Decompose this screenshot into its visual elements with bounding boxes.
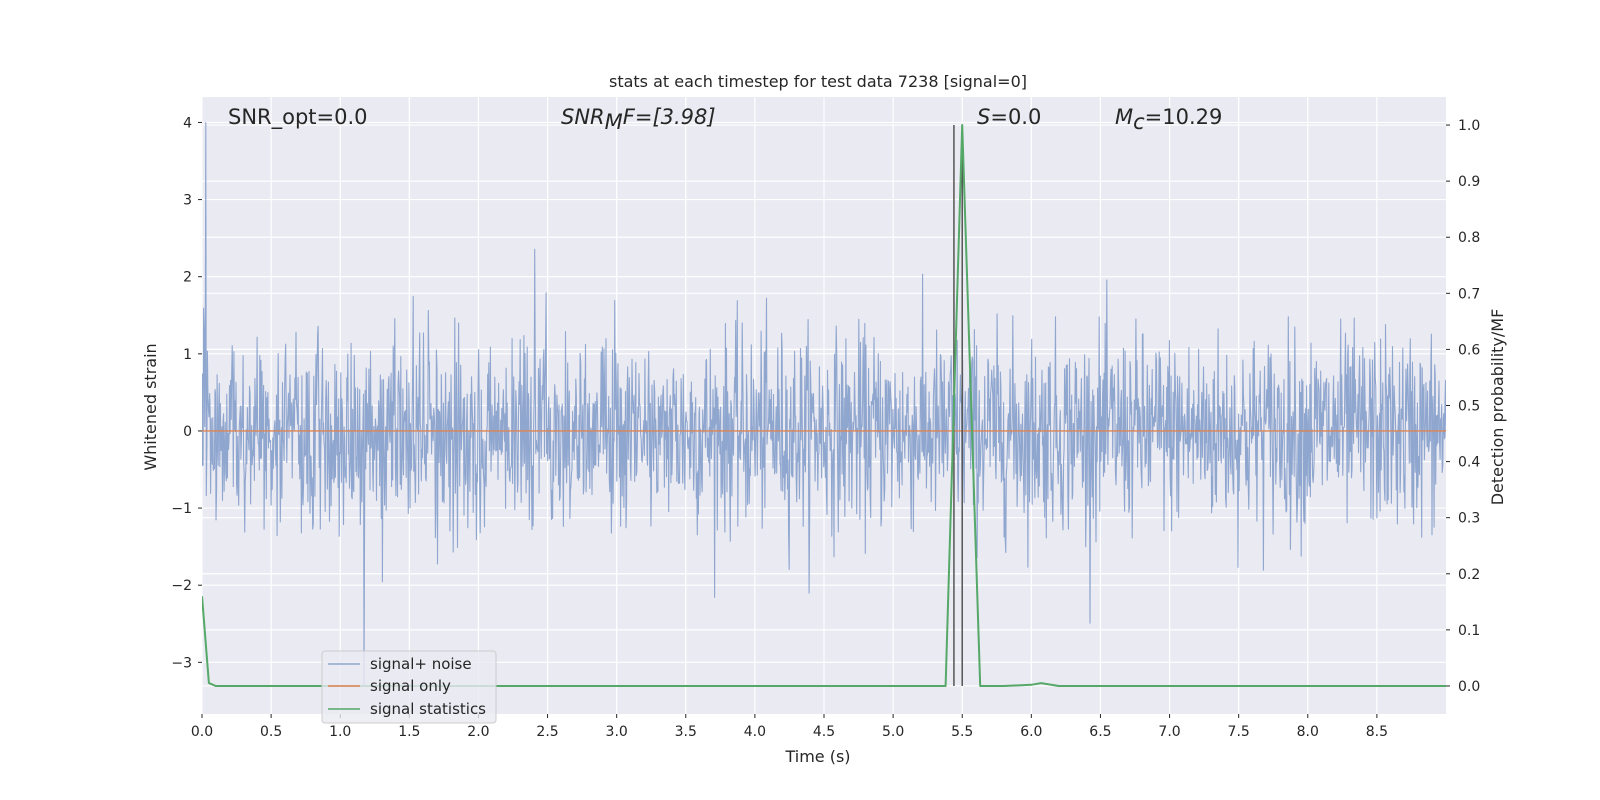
series-signal-statistics <box>202 124 1446 687</box>
legend-label-signal-statistics: signal statistics <box>370 700 486 718</box>
legend-label-signal-noise: signal+ noise <box>370 655 472 673</box>
x-tick-label: 3.0 <box>606 724 628 740</box>
y-tick-label: −3 <box>171 655 192 671</box>
data-layer <box>202 121 1446 687</box>
x-axis-label: Time (s) <box>784 747 850 766</box>
y-tick-label-right: 1.0 <box>1458 118 1480 134</box>
x-tick-label: 2.0 <box>467 724 489 740</box>
y-tick-label-right: 0.4 <box>1458 455 1480 471</box>
signal-noise-line <box>202 121 1446 687</box>
annotation-snr-mf-main: SNR <box>561 105 605 129</box>
y-tick-label-right: 0.8 <box>1458 230 1480 246</box>
annotation-mc-rest: =10.29 <box>1145 105 1223 129</box>
x-tick-label: 8.0 <box>1297 724 1319 740</box>
series-signal-noise <box>202 121 1446 687</box>
y-tick-label: 0 <box>183 424 192 440</box>
y-ticks-right: 0.0 0.1 0.2 0.3 0.4 0.5 0.6 0.7 0.8 0.9 1.0 <box>1446 118 1480 695</box>
x-tick-label: 1.5 <box>398 724 420 740</box>
x-tick-label: 6.0 <box>1020 724 1042 740</box>
annotation-s-rest: =0.0 <box>990 105 1041 129</box>
y-ticks-left: −3 −2 −1 0 1 2 3 4 <box>171 115 202 671</box>
annotation-s: S=0.0 <box>977 105 1041 129</box>
legend: signal+ noise signal only signal statist… <box>321 650 497 724</box>
annotation-mc-sub: c <box>1133 110 1145 134</box>
annotation-mc-main: M <box>1115 105 1133 129</box>
y-tick-label: 2 <box>183 270 192 286</box>
x-tick-label: 4.0 <box>744 724 766 740</box>
y-tick-label-right: 0.0 <box>1458 679 1480 695</box>
y-tick-label-right: 0.3 <box>1458 511 1480 527</box>
x-ticks: 0.0 0.5 1.0 1.5 2.0 2.5 3.0 3.5 4.0 4.5 5.0 5.5 6.0 6… <box>191 714 1388 740</box>
x-tick-label: 0.5 <box>260 724 282 740</box>
x-tick-label: 5.0 <box>882 724 904 740</box>
y-tick-label-right: 0.1 <box>1458 623 1480 639</box>
annotations: SNR_opt=0.0 SNRMF=[3.98] S=0.0 Mc=10.29 <box>228 105 1222 134</box>
y-tick-label-right: 0.6 <box>1458 342 1480 358</box>
y-tick-label: 1 <box>183 347 192 363</box>
y-tick-label-right: 0.9 <box>1458 174 1480 190</box>
y-tick-label-right: 0.2 <box>1458 567 1480 583</box>
annotation-snr-opt: SNR_opt=0.0 <box>228 105 368 130</box>
y-tick-label-right: 0.5 <box>1458 399 1480 415</box>
x-tick-label: 0.0 <box>191 724 213 740</box>
chart-title: stats at each timestep for test data 723… <box>609 72 1027 91</box>
y-tick-label: 4 <box>183 115 192 131</box>
legend-label-signal-only: signal only <box>370 677 451 695</box>
legend-box <box>321 650 497 724</box>
y-tick-label: −2 <box>171 578 192 594</box>
annotation-snr-mf: SNRMF=[3.98] <box>561 105 716 134</box>
x-tick-label: 7.0 <box>1158 724 1180 740</box>
annotation-snr-mf-rest: F=[3.98] <box>623 105 716 129</box>
x-tick-label: 2.5 <box>536 724 558 740</box>
annotation-snr-mf-sub: M <box>605 110 623 134</box>
annotation-s-main: S <box>977 105 990 129</box>
y-tick-label: −1 <box>171 501 192 517</box>
x-tick-label: 3.5 <box>675 724 697 740</box>
x-tick-label: 5.5 <box>951 724 973 740</box>
annotation-mc: Mc=10.29 <box>1115 105 1222 134</box>
x-tick-label: 4.5 <box>813 724 835 740</box>
y-axis-label-right: Detection probability/MF <box>1488 309 1507 506</box>
signal-statistics-line <box>202 124 1446 687</box>
x-tick-label: 7.5 <box>1228 724 1250 740</box>
y-axis-label-left: Whitened strain <box>141 343 160 470</box>
x-tick-label: 1.0 <box>329 724 351 740</box>
y-tick-label-right: 0.7 <box>1458 286 1480 302</box>
x-tick-label: 6.5 <box>1089 724 1111 740</box>
y-tick-label: 3 <box>183 193 192 209</box>
x-tick-label: 8.5 <box>1366 724 1388 740</box>
